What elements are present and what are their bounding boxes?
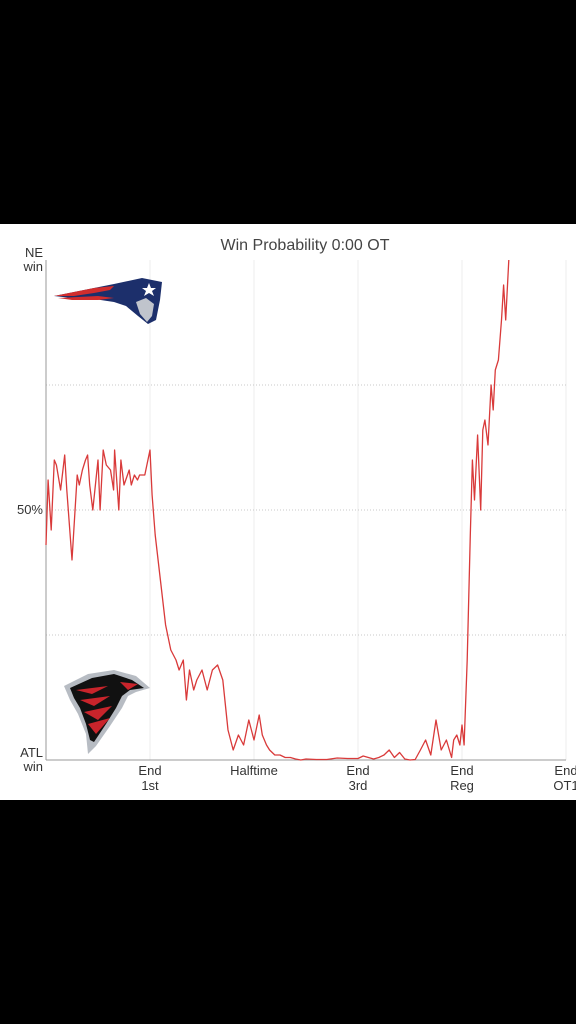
patriots-logo-icon (54, 278, 162, 324)
x-tick-label-3-0: End (450, 763, 473, 778)
data-layer (45, 259, 510, 761)
x-tick-label-2-0: End (346, 763, 369, 778)
chart-panel: Win Probability 0:00 OT NE win 50% ATL win En… (0, 224, 576, 800)
series-line-0 (45, 259, 510, 761)
y-tick-label-2-1: win (22, 759, 43, 774)
falcons-logo-icon (64, 670, 150, 754)
chart-title: Win Probability 0:00 OT (221, 237, 390, 254)
y-tick-label-0-1: win (22, 259, 43, 274)
x-tick-label-0-0: End (138, 763, 161, 778)
x-tick-label-4-1: OT1 (553, 778, 576, 793)
x-tick-label-0-1: 1st (141, 778, 159, 793)
x-tick-label-2-1: 3rd (349, 778, 368, 793)
y-tick-label-1-0: 50% (17, 502, 43, 517)
x-tick-label-1-0: Halftime (230, 763, 278, 778)
grid (46, 260, 567, 760)
y-tick-label-0-0: NE (25, 245, 43, 260)
y-tick-label-2-0: ATL (20, 745, 43, 760)
team-logos (54, 278, 162, 754)
x-tick-label-4-0: End (554, 763, 576, 778)
x-tick-label-3-1: Reg (450, 778, 474, 793)
